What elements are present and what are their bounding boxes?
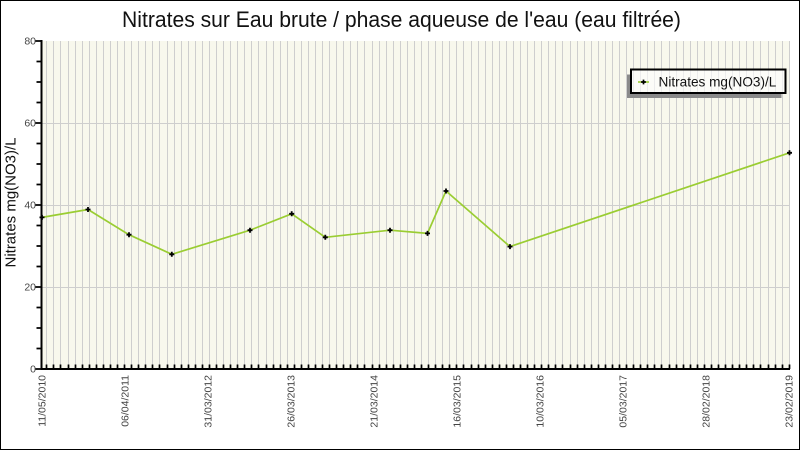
svg-text:26/03/2013: 26/03/2013 <box>286 375 298 428</box>
svg-text:21/03/2014: 21/03/2014 <box>369 375 381 428</box>
svg-text:80: 80 <box>24 36 36 48</box>
svg-text:Nitrates mg(NO3)/L: Nitrates mg(NO3)/L <box>3 137 20 267</box>
svg-text:Nitrates sur Eau brute / phase: Nitrates sur Eau brute / phase aqueuse d… <box>122 7 681 33</box>
svg-text:40: 40 <box>24 200 36 212</box>
svg-text:20: 20 <box>24 282 36 294</box>
svg-text:06/04/2011: 06/04/2011 <box>120 375 132 427</box>
svg-text:16/03/2015: 16/03/2015 <box>452 375 464 428</box>
svg-text:31/03/2012: 31/03/2012 <box>203 375 215 428</box>
svg-text:60: 60 <box>24 118 36 130</box>
svg-text:05/03/2017: 05/03/2017 <box>618 375 630 428</box>
svg-text:Nitrates mg(NO3)/L: Nitrates mg(NO3)/L <box>659 75 777 90</box>
svg-text:28/02/2018: 28/02/2018 <box>701 375 713 428</box>
svg-text:0: 0 <box>30 364 36 376</box>
svg-text:23/02/2019: 23/02/2019 <box>784 375 796 428</box>
svg-text:11/05/2010: 11/05/2010 <box>37 375 49 427</box>
svg-text:10/03/2016: 10/03/2016 <box>535 375 547 428</box>
